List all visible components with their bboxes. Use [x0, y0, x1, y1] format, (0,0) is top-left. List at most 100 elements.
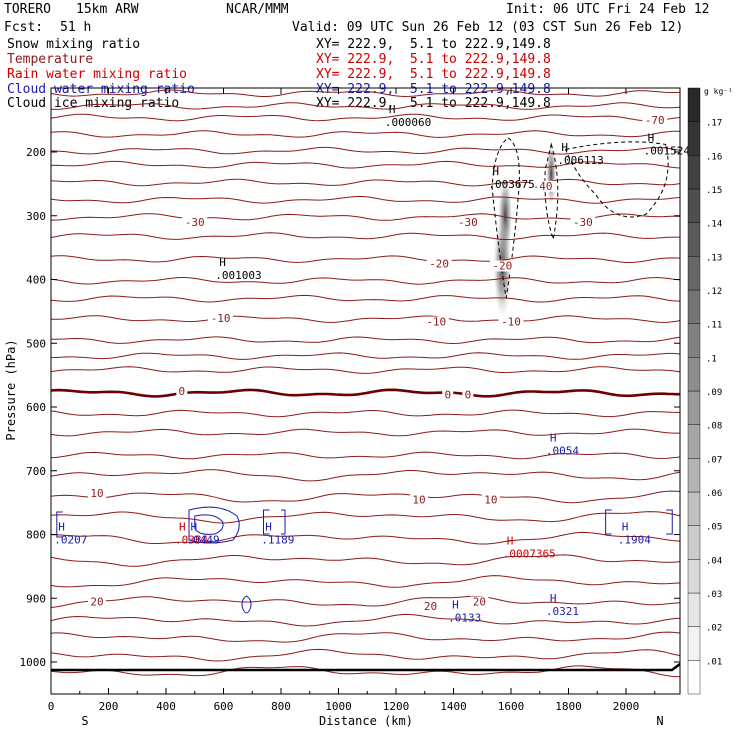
temperature-label-2: -30 — [185, 216, 205, 229]
temperature-label-16: 20 — [90, 595, 103, 608]
temperature-contour-27 — [51, 595, 680, 608]
colorbar-tick-6: .07 — [706, 455, 722, 465]
colorbar-cell-6 — [687, 458, 701, 493]
temperature-label-13: 10 — [90, 487, 103, 500]
y-tick-label-6: 800 — [26, 529, 46, 542]
y-tick-label-3: 500 — [26, 337, 46, 350]
y-tick-label-5: 700 — [26, 465, 46, 478]
colorbar-cell-12 — [687, 256, 701, 291]
colorbar-cell-10 — [687, 323, 701, 358]
maximum-marker-9: H — [265, 521, 272, 534]
maximum-value-10: .1904 — [618, 534, 651, 547]
temperature-label-10: 0 — [179, 385, 186, 398]
xy-range-temperature: XY= 222.9, 5.1 to 222.9,149.8 — [316, 52, 551, 67]
x-tick-label-10: 2000 — [613, 700, 640, 713]
temperature-label-12: 0 — [465, 388, 472, 401]
temperature-contour-26 — [51, 575, 680, 588]
maximum-marker-13: H — [550, 592, 557, 605]
temperature-label-9: -10 — [501, 316, 521, 329]
maximum-marker-11: H — [507, 535, 514, 548]
y-tick-label-1: 300 — [26, 210, 46, 223]
temperature-contour-29 — [51, 631, 680, 643]
temperature-contour-10 — [51, 255, 680, 264]
maximum-value-9: .1189 — [261, 534, 294, 547]
xy-range-cloud-water: XY= 222.9, 5.1 to 222.9,149.8 — [316, 82, 551, 97]
x-tick-label-0: 0 — [48, 700, 55, 713]
endpoint-right: N — [656, 714, 663, 728]
forecast-label: Fcst: — [4, 20, 44, 35]
x-tick-label-8: 1600 — [498, 700, 525, 713]
colorbar-tick-3: .04 — [706, 556, 722, 566]
colorbar-tick-9: .1 — [706, 354, 717, 364]
plot-frame — [50, 87, 681, 695]
temperature-contour-2 — [51, 113, 680, 122]
temperature-label-18: 20 — [473, 595, 486, 608]
temperature-contour-3 — [51, 130, 680, 138]
temperature-contour-7 — [51, 196, 680, 204]
temperature-contour-11 — [51, 277, 680, 285]
colorbar-cell-15 — [687, 155, 701, 190]
maximum-marker-10: H — [622, 521, 629, 534]
temperature-contour-12 — [51, 294, 680, 303]
colorbar-tick-15: .16 — [706, 152, 722, 162]
maximum-marker-7: H — [179, 521, 186, 534]
snow-shading-2 — [546, 142, 557, 207]
maximum-value-13: .0321 — [546, 605, 579, 618]
legend-cloud-ice: Cloud ice mixing ratio — [7, 96, 180, 111]
terrain-surface — [51, 663, 680, 672]
temperature-contour-5 — [51, 160, 680, 169]
valid-time: Valid: 09 UTC Sun 26 Feb 12 (03 CST Sun … — [292, 20, 684, 35]
maximum-value-4: .001003 — [215, 269, 261, 282]
maximum-marker-12: H — [452, 598, 459, 611]
xy-range-snow: XY= 222.9, 5.1 to 222.9,149.8 — [316, 37, 551, 52]
temperature-contour-30 — [51, 648, 680, 662]
maximum-value-5: .0054 — [546, 444, 579, 457]
temperature-contour-31 — [51, 665, 680, 678]
temperature-contour-28 — [51, 613, 680, 627]
temperature-label-4: -30 — [573, 216, 593, 229]
cw-bracket-3 — [281, 509, 286, 535]
temperature-label-3: -30 — [458, 216, 478, 229]
colorbar-tick-7: .08 — [706, 422, 722, 432]
colorbar-tick-13: .14 — [706, 220, 722, 230]
legend-rain: Rain water mixing ratio — [7, 67, 188, 82]
colorbar-cell-1 — [687, 626, 701, 661]
colorbar-tick-2: .03 — [706, 590, 722, 600]
colorbar-tick-12: .13 — [706, 253, 722, 263]
temperature-contour-9 — [51, 232, 680, 240]
colorbar-tick-8: .09 — [706, 388, 722, 398]
colorbar-cell-4 — [687, 525, 701, 560]
legend-cloud-water: Cloud water mixing ratio — [7, 82, 195, 97]
colorbar-cell-5 — [687, 491, 701, 526]
maximum-marker-3: H — [492, 165, 499, 178]
temperature-contour-16 — [51, 366, 680, 374]
maximum-marker-2: H — [561, 141, 568, 154]
cw-blob-3 — [241, 595, 252, 614]
maximum-value-6: .0207 — [54, 534, 87, 547]
legend-temperature: Temperature — [7, 52, 94, 67]
colorbar-tick-0: .01 — [706, 657, 722, 667]
x-tick-label-6: 1200 — [383, 700, 410, 713]
cw-blob-2 — [194, 514, 224, 535]
x-tick-label-1: 200 — [99, 700, 119, 713]
x-tick-label-7: 1400 — [440, 700, 467, 713]
temperature-label-6: -20 — [492, 259, 512, 272]
temperature-contour-19 — [51, 428, 680, 437]
cw-bracket-4 — [605, 509, 612, 535]
temperature-contour-18 — [51, 409, 680, 418]
temperature-label-11: 0 — [444, 388, 451, 401]
colorbar-cell-11 — [687, 289, 701, 324]
cw-bracket-left — [56, 511, 63, 538]
colorbar-tick-5: .06 — [706, 489, 722, 499]
x-tick-label-2: 400 — [156, 700, 176, 713]
y-tick-label-0: 200 — [26, 146, 46, 159]
maximum-marker-1: H — [648, 132, 655, 145]
temperature-contour-1 — [51, 102, 680, 110]
maximum-value-11: .0007365 — [503, 548, 556, 561]
maximum-value-2: .006113 — [557, 154, 603, 167]
temperature-label-8: -10 — [426, 316, 446, 329]
x-tick-label-9: 1800 — [555, 700, 582, 713]
temperature-contour-6 — [51, 178, 680, 187]
temperature-label-1: -40 — [533, 180, 553, 193]
